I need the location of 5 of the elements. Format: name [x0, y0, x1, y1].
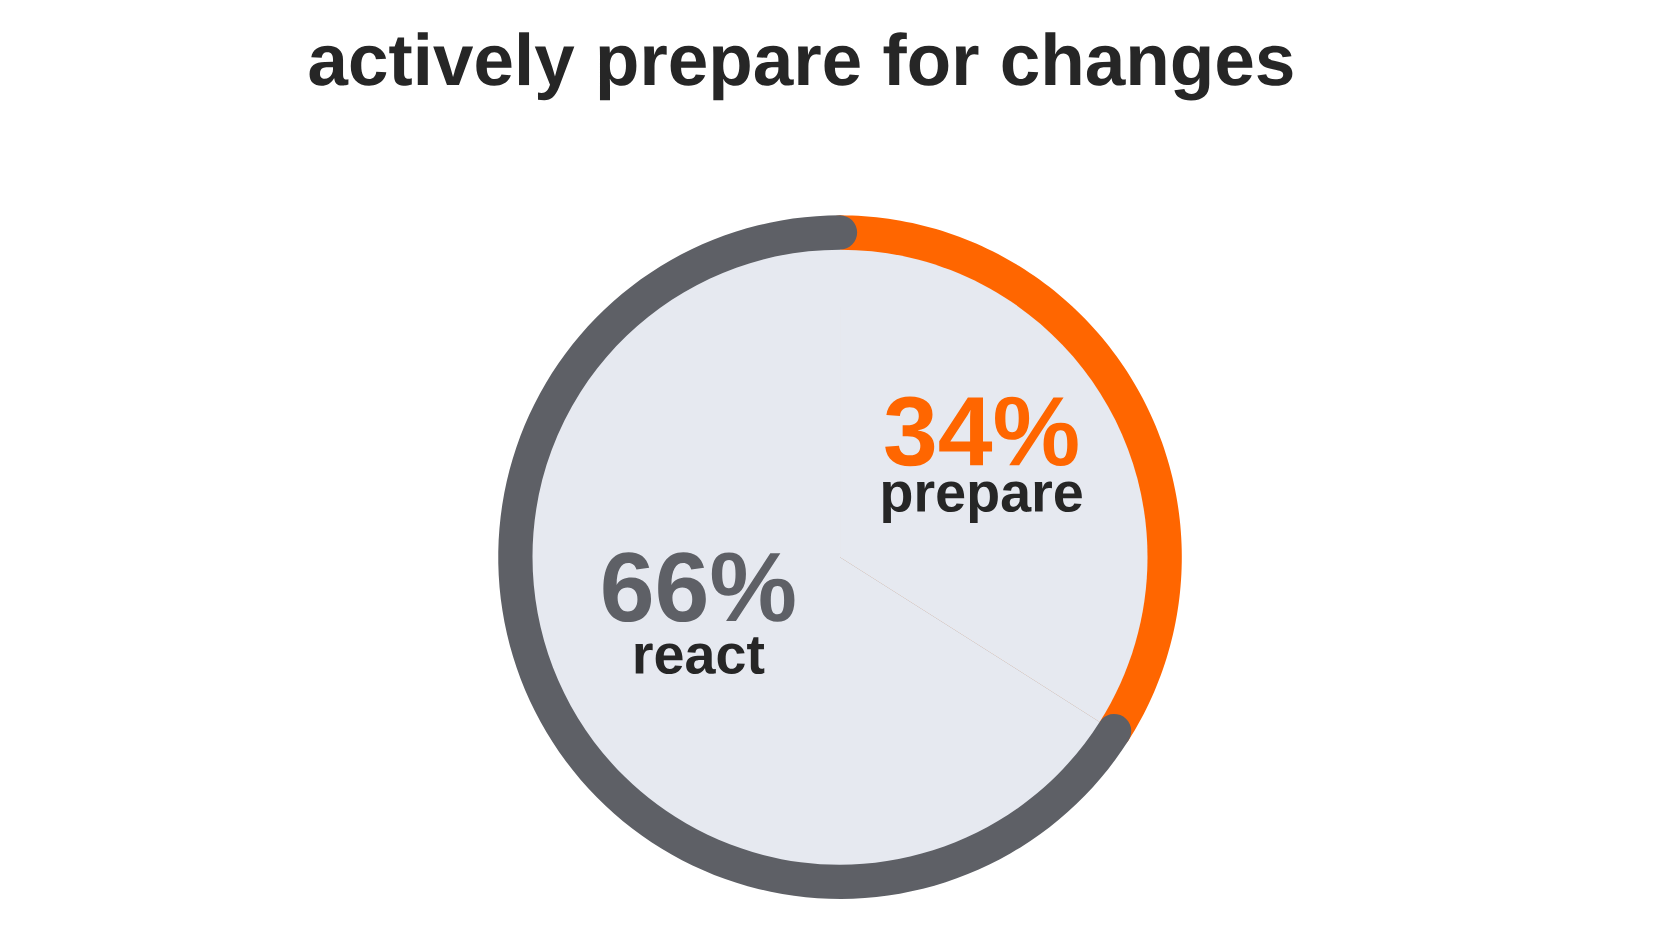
slice-label: prepare [883, 481, 1082, 524]
chart-title: actively prepare for changes [309, 32, 1293, 101]
slice-label: react [635, 637, 765, 675]
data-label: 34% [885, 396, 1078, 467]
data-label: 66% [603, 552, 795, 623]
